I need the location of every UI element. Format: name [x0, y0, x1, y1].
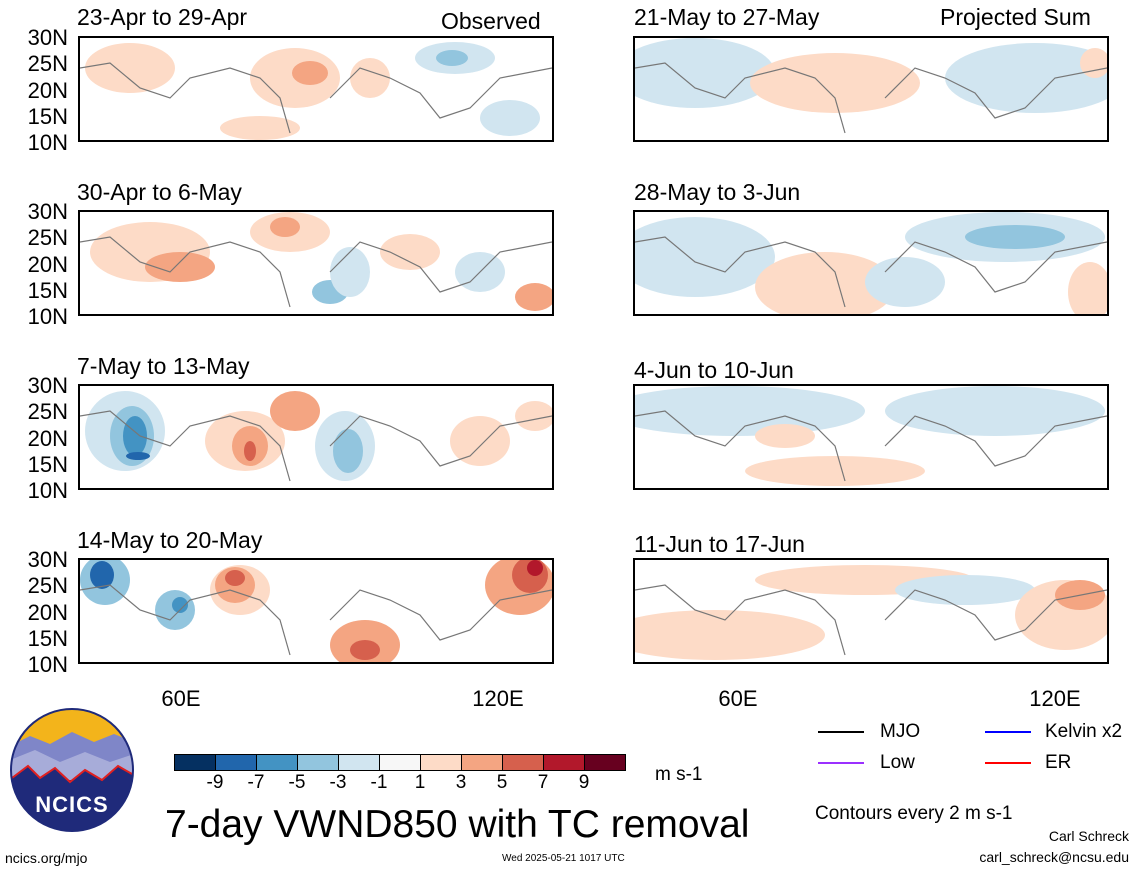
colorbar-tick: -3 — [329, 772, 347, 793]
lat-label: 25N — [27, 573, 68, 598]
colorbar-box-2 — [256, 754, 298, 771]
lat-label: 15N — [27, 452, 68, 477]
author-name: Carl Schreck — [1048, 828, 1129, 844]
lat-label: 10N — [27, 304, 68, 329]
lat-label: 15N — [27, 278, 68, 303]
legend-label-low: Low — [880, 752, 915, 773]
panel-title-proj-2: 28-May to 3-Jun — [634, 179, 801, 205]
colorbar-box-8 — [502, 754, 544, 771]
figure-title: 7-day VWND850 with TC removal — [165, 803, 750, 846]
site-link[interactable]: ncics.org/mjo — [5, 850, 88, 866]
lat-label: 10N — [27, 130, 68, 155]
map-panel-proj-1 — [633, 36, 1109, 142]
colorbar-tick: 3 — [455, 772, 467, 793]
lat-label: 20N — [27, 78, 68, 103]
colorbar-units: m s-1 — [655, 764, 703, 785]
colorbar-tick: -9 — [206, 772, 224, 793]
lat-label: 25N — [27, 51, 68, 76]
colorbar-box-6 — [420, 754, 462, 771]
lat-label: 30N — [27, 199, 68, 224]
lat-label: 20N — [27, 426, 68, 451]
map-panel-obs-2 — [78, 210, 554, 316]
author-email: carl_schreck@ncsu.edu — [979, 849, 1129, 865]
colorbar-ticks: -9 -7 -5 -3 -1 1 3 5 7 9 — [174, 773, 626, 795]
colorbar-tick: -7 — [247, 772, 265, 793]
lon-label-proj-60e: 60E — [718, 686, 758, 711]
panel-title-obs-3: 7-May to 13-May — [77, 353, 250, 379]
colorbar-box-7 — [461, 754, 503, 771]
map-panel-proj-4 — [633, 558, 1109, 664]
colorbar-box-3 — [297, 754, 339, 771]
legend-line-mjo — [818, 731, 864, 733]
lat-label: 20N — [27, 252, 68, 277]
colorbar-tick: 9 — [578, 772, 590, 793]
legend-label-kelvin: Kelvin x2 — [1045, 721, 1123, 742]
ncics-logo: NCICS — [10, 708, 134, 832]
map-panel-obs-4 — [78, 558, 554, 664]
colorbar-box-1 — [215, 754, 257, 771]
colorbar-box-10 — [584, 754, 626, 771]
colorbar-tick: 5 — [496, 772, 508, 793]
lat-label: 30N — [27, 25, 68, 50]
lat-label: 30N — [27, 373, 68, 398]
lat-label: 10N — [27, 652, 68, 677]
legend-line-kelvin — [985, 731, 1031, 733]
lat-label: 10N — [27, 478, 68, 503]
colorbar-tick: -5 — [288, 772, 306, 793]
lon-label-obs-60e: 60E — [161, 686, 201, 711]
colorbar-box-4 — [338, 754, 380, 771]
map-panel-obs-1 — [78, 36, 554, 142]
map-panel-proj-3 — [633, 384, 1109, 490]
lat-label: 15N — [27, 626, 68, 651]
colorbar-box-0 — [174, 754, 216, 771]
lat-label: 25N — [27, 225, 68, 250]
panel-title-proj-4: 11-Jun to 17-Jun — [634, 531, 805, 557]
timestamp: Wed 2025-05-21 1017 UTC — [502, 853, 625, 864]
lon-label-proj-120e: 120E — [1029, 686, 1081, 711]
legend-line-er — [985, 762, 1031, 764]
lat-label: 25N — [27, 399, 68, 424]
lat-label: 20N — [27, 600, 68, 625]
colorbar — [174, 754, 626, 771]
contours-note: Contours every 2 m s-1 — [815, 803, 1013, 824]
panel-title-proj-3: 4-Jun to 10-Jun — [634, 357, 794, 383]
map-panel-proj-2 — [633, 210, 1109, 316]
legend-label-mjo: MJO — [880, 721, 921, 742]
legend-line-low — [818, 762, 864, 764]
logo-text: NCICS — [35, 792, 109, 817]
panel-title-obs-1: 23-Apr to 29-Apr — [77, 4, 248, 30]
panel-title-proj-1: 21-May to 27-May — [634, 4, 820, 30]
legend-label-er: ER — [1045, 752, 1072, 773]
projected-sum-label: Projected Sum — [940, 4, 1091, 30]
map-panel-obs-3 — [78, 384, 554, 490]
panel-title-obs-4: 14-May to 20-May — [77, 527, 263, 553]
lat-label: 15N — [27, 104, 68, 129]
colorbar-tick: 1 — [414, 772, 426, 793]
colorbar-box-9 — [543, 754, 585, 771]
colorbar-tick: 7 — [537, 772, 549, 793]
colorbar-box-5 — [379, 754, 421, 771]
lat-label: 30N — [27, 547, 68, 572]
lon-label-obs-120e: 120E — [472, 686, 524, 711]
colorbar-tick: -1 — [370, 772, 388, 793]
observed-label: Observed — [441, 8, 541, 34]
panel-title-obs-2: 30-Apr to 6-May — [77, 179, 242, 205]
